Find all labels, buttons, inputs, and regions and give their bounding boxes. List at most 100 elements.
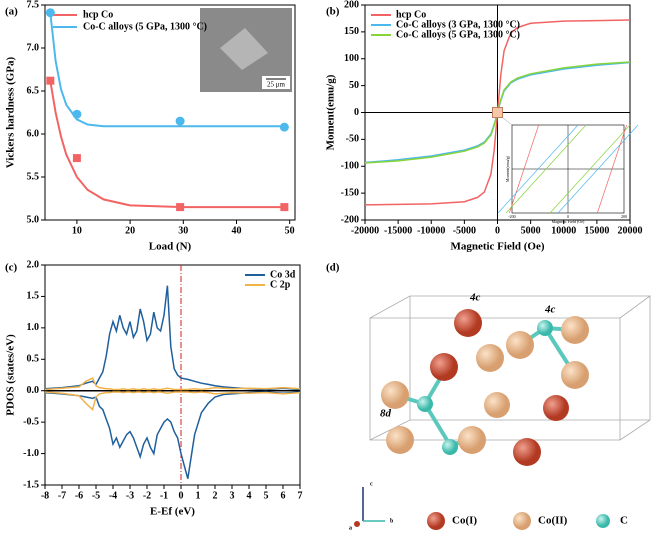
inset-loop [557, 124, 639, 214]
series-line [44, 377, 301, 391]
y-tick-label: 2.0 [27, 259, 40, 270]
x-tick-label: 0 [179, 490, 184, 501]
chart: (c) -8 -7 -6 -5 -4 -3 -2 -1 0 1 2 3 4 5 6 7 -1.5 -1.0 -0.5 0… [5, 259, 303, 517]
x-tick-label: 6 [281, 490, 286, 501]
inset-indent [220, 28, 268, 70]
zoom-connector [502, 117, 513, 126]
y-tick-label: 7.5 [27, 0, 40, 10]
marker [280, 203, 289, 212]
legend-label: C [620, 515, 628, 527]
inset-loop [505, 124, 587, 214]
chart: (a) 10 20 30 40 50 5.0 5.5 6.0 6.5 7.0 7.5 Load (N) V… [5, 0, 296, 253]
marker [72, 109, 82, 119]
fit-curve [49, 80, 285, 209]
y-tick-label: 7.0 [27, 42, 40, 53]
plot-frame [44, 4, 296, 221]
marker [279, 122, 289, 132]
y-tick-label: -200 [341, 214, 359, 225]
x-tick-label: 5 [264, 490, 269, 501]
y-tick-label: 0.0 [27, 385, 40, 396]
y-tick-label: 50 [349, 80, 359, 91]
x-tick-label: -5000 [453, 225, 476, 236]
x-axis-label: E-Ef (eV) [150, 506, 195, 518]
x-tick-label: -4 [109, 490, 117, 501]
x-tick-label: -5 [92, 490, 100, 501]
x-tick-label: 40 [231, 225, 241, 236]
x-tick-label: 30 [178, 225, 188, 236]
y-tick-label: 5.5 [27, 171, 40, 182]
y-tick-label: -1.5 [23, 479, 39, 490]
legend-atom [427, 512, 445, 530]
structure-panel: (d) 4c 4c 8d c a b Co(I) Co(II) C [326, 262, 652, 531]
y-tick-label: 1.0 [27, 322, 40, 333]
y-tick-label: 0.5 [27, 354, 40, 365]
y-tick-label: 150 [344, 26, 359, 37]
legend-label: hcp Co [396, 9, 426, 20]
x-tick-label: 20 [125, 225, 135, 236]
inset-loop [509, 124, 539, 214]
y-tick-label: 5.0 [27, 214, 40, 225]
x-tick-label: 5000 [521, 225, 541, 236]
y-tick-label: -1.0 [23, 448, 39, 459]
legend-label: Co-C alloys (3 GPa, 1300 °C) [396, 19, 520, 30]
inset-loop [497, 124, 579, 214]
x-tick-label: 15000 [584, 225, 609, 236]
x-tick-label: -15000 [384, 225, 412, 236]
series-line [44, 285, 301, 391]
site-label: 4c [544, 304, 556, 316]
legend-label: Co(II) [538, 515, 568, 527]
inset-scale: 25 μm [267, 81, 286, 89]
fit-curve [49, 12, 285, 128]
legend-atom [513, 512, 531, 530]
x-tick-label: -3 [126, 490, 134, 501]
y-tick-label: 6.0 [27, 128, 40, 139]
inset-y-label: Moment(emu/g) [505, 155, 510, 182]
legend-label: C 2p [270, 279, 291, 290]
panel-label: (c) [5, 262, 18, 274]
y-tick-label: -50 [346, 134, 359, 145]
y-tick-label: 6.5 [27, 85, 40, 96]
x-tick-label: 10 [72, 225, 82, 236]
series-line [44, 391, 301, 411]
zoom-box [492, 107, 503, 118]
site-label: 8d [380, 408, 392, 420]
x-axis-label: Load (N) [149, 241, 192, 253]
chart: (b)-20000 -15000 -10000 -5000 0 5000 10000 1500… [325, 0, 643, 253]
x-tick-label: 2 [213, 490, 218, 501]
y-axis-label: Vickers hardness (GPa) [5, 56, 17, 168]
marker [175, 116, 185, 126]
x-tick-label: 10000 [551, 225, 576, 236]
panel-label: (a) [5, 6, 18, 18]
y-tick-label: -150 [341, 187, 359, 198]
plot-frame [44, 264, 301, 486]
unit-cell [369, 295, 652, 441]
axis-label: b [390, 518, 394, 524]
x-tick-label: 4 [247, 490, 252, 501]
x-tick-label: 7 [298, 490, 303, 501]
legend-label: Co(I) [452, 515, 477, 527]
inset-loop [549, 124, 631, 214]
axis-label: a [349, 525, 352, 531]
y-tick-label: 1.5 [27, 291, 40, 302]
y-tick-label: 0 [354, 107, 359, 118]
legend-label: Co-C alloys (5 GPa, 1300 °C) [396, 29, 520, 40]
marker [46, 76, 55, 85]
x-tick-label: 20000 [618, 225, 643, 236]
site-label: 4c [469, 292, 481, 304]
marker [72, 154, 81, 163]
x-axis-label: Magnetic Field (Oe) [450, 241, 544, 253]
legend-label: Co-C alloys (5 GPa, 1300 °C) [83, 21, 207, 32]
y-tick-label: 200 [344, 0, 359, 10]
x-tick-label: 50 [285, 225, 295, 236]
axes-triad: c a b [349, 481, 394, 531]
inset-x-label: Magnetic Field (Oe) [552, 219, 585, 224]
x-tick-label: -8 [41, 490, 49, 501]
legend-label: hcp Co [83, 9, 113, 20]
marker [45, 8, 55, 18]
atoms [381, 309, 589, 466]
x-tick-label: -20000 [351, 225, 379, 236]
inset-tick-label: -200 [508, 214, 515, 219]
inset-loop [597, 124, 627, 214]
x-tick-label: -2 [143, 490, 151, 501]
